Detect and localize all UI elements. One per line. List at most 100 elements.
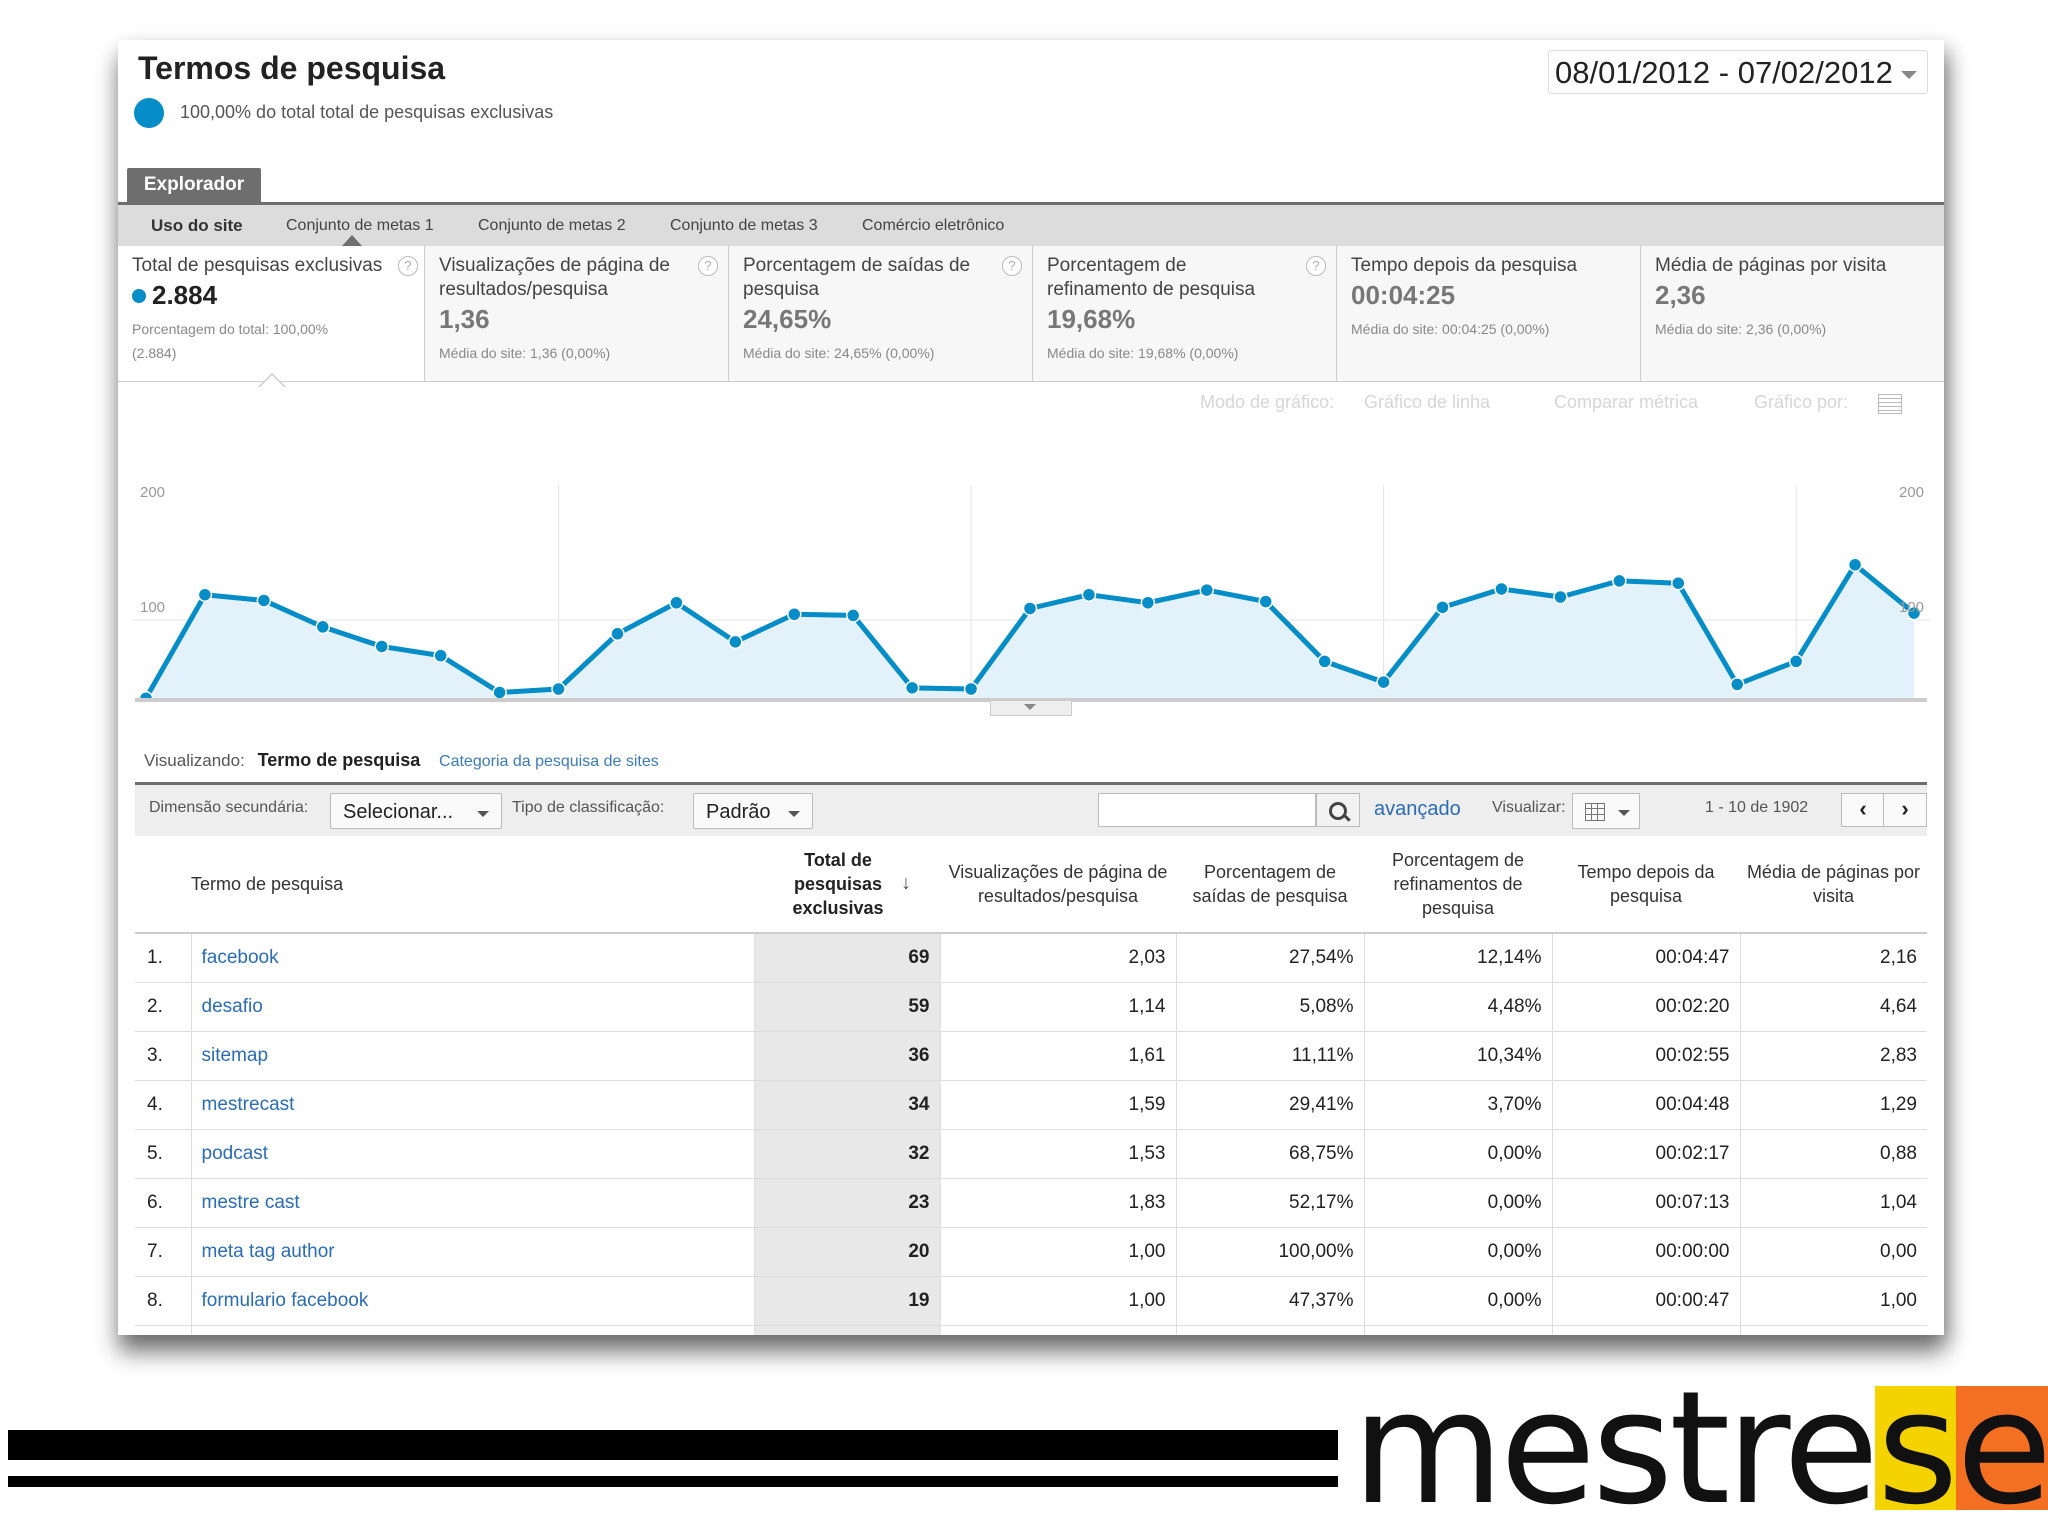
data-point: [551, 681, 566, 697]
table-cell: 1,61: [939, 1031, 1176, 1081]
y-tick-label-left: 200: [140, 484, 165, 501]
table-cell: 47,37%: [1175, 1276, 1364, 1326]
graph-period-icon[interactable]: [1878, 394, 1902, 414]
secondary-dimension-label: Dimensão secundária:: [149, 799, 309, 816]
active-tab-indicator: [342, 235, 362, 246]
table-cell: 0,00%: [1363, 1129, 1552, 1179]
help-icon[interactable]: ?: [398, 256, 418, 276]
subtab-site-usage[interactable]: Uso do site: [151, 216, 243, 235]
metric-label: Média de páginas por visita: [1655, 255, 1887, 276]
metric-unique-searches[interactable]: Total de pesquisas exclusivas 2.884 Porc…: [118, 246, 425, 387]
viewing-current-dimension: Termo de pesquisa: [257, 750, 421, 770]
table-cell: 20: [753, 1227, 940, 1277]
metric-value: 24,65%: [743, 304, 832, 334]
metric-pages-per-visit[interactable]: Média de páginas por visita 2,36 Média d…: [1641, 246, 1944, 381]
chevron-down-icon: [788, 811, 800, 817]
metric-value: 2,36: [1655, 280, 1706, 310]
help-icon[interactable]: ?: [1002, 256, 1022, 276]
graph-by-label: Gráfico por:: [1754, 392, 1849, 412]
header-results-pageviews[interactable]: Visualizações de página de resultados/pe…: [940, 836, 1176, 934]
data-point: [845, 608, 861, 623]
search-term-link[interactable]: formulario facebook: [190, 1276, 754, 1326]
table-cell: 1,00: [1739, 1276, 1927, 1326]
header-search-refinements[interactable]: Porcentagem de refinamentos de pesquisa: [1364, 836, 1552, 934]
y-tick-label-right: 100: [1899, 599, 1924, 616]
data-point: [1376, 674, 1391, 690]
search-term-link[interactable]: podcast: [190, 1129, 754, 1179]
subtab-goal-set-1[interactable]: Conjunto de metas 1: [286, 217, 434, 234]
secondary-dimension-select[interactable]: Selecionar...: [330, 793, 502, 829]
metric-value: 19,68%: [1047, 304, 1136, 334]
metric-cards: Total de pesquisas exclusivas 2.884 Porc…: [118, 246, 1944, 387]
table-row: 4. mestrecast 34 1,59 29,41% 3,70% 00:04:48 1,2…: [135, 1080, 1927, 1130]
header-time-after-search[interactable]: Tempo depois da pesquisa: [1552, 836, 1740, 934]
metric-results-pageviews[interactable]: Visualizações de página de resultados/pe…: [425, 246, 729, 381]
search-term-link[interactable]: meta tag author: [190, 1227, 754, 1277]
tab-explorer[interactable]: Explorador: [127, 168, 261, 202]
table-cell: 1,83: [939, 1178, 1176, 1228]
compare-metric-button[interactable]: Comparar métrica: [1554, 392, 1699, 412]
metric-search-exits[interactable]: Porcentagem de saídas de pesquisa 24,65%…: [729, 246, 1033, 381]
table-cell: 5,08%: [1175, 982, 1364, 1032]
viewing-alt-dimension-link[interactable]: Categoria da pesquisa de sites: [439, 753, 659, 770]
y-tick-label-right: 200: [1899, 484, 1924, 501]
chart-collapse-handle[interactable]: [990, 700, 1072, 716]
chart-mode-select[interactable]: Gráfico de linha: [1364, 392, 1491, 412]
metric-sub: Média do site: 2,36 (0,00%): [1655, 321, 1827, 337]
metric-sub: Média do site: 19,68% (0,00%): [1047, 345, 1239, 361]
header-search-term[interactable]: Termo de pesquisa: [191, 836, 754, 934]
chevron-down-icon: [1901, 71, 1917, 79]
view-label: Visualizar:: [1492, 799, 1566, 816]
help-icon[interactable]: ?: [1306, 256, 1326, 276]
subtab-goal-set-2[interactable]: Conjunto de metas 2: [478, 217, 626, 234]
series-dot-icon: [132, 289, 146, 303]
table-cell: 3,70%: [1363, 1080, 1552, 1130]
header-search-exits[interactable]: Porcentagem de saídas de pesquisa: [1176, 836, 1364, 934]
line-chart[interactable]: 2001002001008 de jan15 de jan22 de jan29…: [118, 435, 1944, 700]
metric-search-refinements[interactable]: Porcentagem de refinamento de pesquisa 1…: [1033, 246, 1337, 381]
chevron-down-icon: [477, 811, 489, 817]
next-page-button[interactable]: ›: [1883, 793, 1927, 827]
row-index: 2.: [135, 982, 191, 1032]
table-row: 3. sitemap 36 1,61 11,11% 10,34% 00:02:55 2,83: [135, 1031, 1927, 1081]
subtab-goal-set-3[interactable]: Conjunto de metas 3: [670, 217, 818, 234]
analytics-report-panel: Termos de pesquisa 100,00% do total tota…: [118, 40, 1944, 1335]
table-cell: 00:00:47: [1551, 1276, 1740, 1326]
help-icon[interactable]: ?: [698, 256, 718, 276]
search-term-link[interactable]: sitemap: [190, 1031, 754, 1081]
table-row: 5. podcast 32 1,53 68,75% 0,00% 00:02:17 0,88: [135, 1129, 1927, 1179]
data-point: [728, 634, 743, 650]
view-type-select[interactable]: [1572, 793, 1640, 829]
table-cell: 1,59: [939, 1080, 1176, 1130]
search-button[interactable]: [1316, 793, 1360, 827]
table-cell: 68,75%: [1175, 1129, 1364, 1179]
search-term-link[interactable]: mestre cast: [190, 1178, 754, 1228]
data-point: [433, 648, 448, 663]
table-search-input[interactable]: [1098, 793, 1316, 827]
data-point: [787, 607, 802, 622]
header-pages-per-visit[interactable]: Média de páginas por visita: [1740, 836, 1927, 934]
selected-metric-notch-inner: [260, 375, 284, 387]
logo-letter-e: e: [1956, 1357, 2048, 1539]
logo-text-mestre: mestre: [1352, 1357, 1879, 1539]
table-cell: 0,00%: [1363, 1227, 1552, 1277]
search-term-link[interactable]: desafio: [190, 982, 754, 1032]
pagination-info: 1 - 10 de 1902: [1705, 799, 1809, 816]
metric-time-after-search[interactable]: Tempo depois da pesquisa 00:04:25 Média …: [1337, 246, 1641, 381]
data-point: [1140, 595, 1156, 610]
sort-type-select[interactable]: Padrão: [693, 793, 813, 829]
table-cell: 1,29: [1739, 1080, 1927, 1130]
date-range-picker[interactable]: 08/01/2012 - 07/02/2012: [1548, 50, 1928, 94]
data-table: Termo de pesquisa Total de pesquisas exc…: [135, 836, 1927, 1335]
advanced-filter-link[interactable]: avançado: [1374, 798, 1461, 820]
subtab-ecommerce[interactable]: Comércio eletrônico: [862, 217, 1005, 234]
metric-sub: Média do site: 1,36 (0,00%): [439, 345, 611, 361]
header-unique-searches[interactable]: Total de pesquisas exclusivas ↓: [754, 836, 940, 934]
table-cell: 00:07:13: [1551, 1178, 1740, 1228]
data-point: [1199, 582, 1215, 598]
data-point: [1553, 589, 1568, 605]
previous-page-button[interactable]: ‹: [1841, 793, 1885, 827]
search-term-link[interactable]: facebook: [190, 933, 754, 983]
data-point: [492, 685, 507, 700]
search-term-link[interactable]: mestrecast: [190, 1080, 754, 1130]
